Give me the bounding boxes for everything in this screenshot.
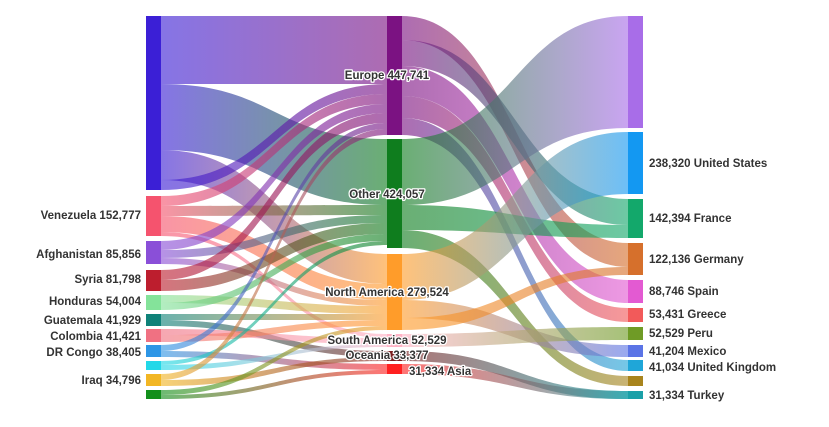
node-region-asia: [387, 364, 402, 374]
label-source-afghanistan: Afghanistan 85,856: [36, 249, 141, 261]
flow-iraq-to-oceania: [161, 357, 387, 386]
node-destination-mexico: [628, 345, 643, 357]
node-destination-spain: [628, 280, 643, 303]
sankey-nodes: [146, 16, 643, 399]
flow-colombia-to-south-america: [161, 329, 387, 344]
label-region-south-america: South America 52,529: [327, 335, 446, 347]
flow-unlabeled-to-other: [161, 84, 387, 205]
flow-guatemala-to-north-america: [161, 314, 387, 320]
label-source-syria: Syria 81,798: [74, 274, 141, 286]
flow-unlabeled-to-europe: [161, 84, 387, 190]
node-source-venezuela: [146, 196, 161, 236]
label-source-guatemala: Guatemala 41,929: [44, 315, 141, 327]
flow-unlabeled-to-north-america: [161, 326, 387, 395]
flow-syria-to-europe: [161, 113, 387, 280]
node-destination-united-kingdom: [628, 360, 643, 371]
label-source-iraq: Iraq 34,796: [82, 375, 141, 387]
label-region-north-america: North America 279,524: [325, 287, 449, 299]
flow-afghanistan-to-europe: [161, 104, 387, 250]
flow-colombia-to-north-america: [161, 320, 387, 342]
node-source-guatemala: [146, 314, 161, 326]
node-source-unlabeled: [146, 390, 161, 399]
node-destination-peru: [628, 327, 643, 340]
flow-unlabeled-to-north-america: [161, 150, 387, 284]
node-source-colombia: [146, 329, 161, 342]
label-destination-greece: 53,431 Greece: [649, 309, 726, 321]
label-destination-united-kingdom: 41,034 United Kingdom: [649, 362, 776, 374]
label-destination-germany: 122,136 Germany: [649, 254, 744, 266]
flow-afghanistan-to-north-america: [161, 258, 387, 306]
flow-dr-congo-to-europe: [161, 123, 387, 351]
sankey-labels: Venezuela 152,777 Afghanistan 85,856 Syria…: [36, 69, 776, 402]
flow-venezuela-to-other: [161, 205, 387, 216]
label-region-other: Other 424,057: [349, 189, 424, 201]
node-destination-united-states: [628, 132, 643, 194]
label-region-europe: Europe 447,741: [345, 70, 430, 82]
label-destination-mexico: 41,204 Mexico: [649, 346, 726, 358]
node-source-unlabeled: [146, 361, 161, 370]
flow-other-to-unlabeled: [402, 230, 628, 386]
label-source-colombia: Colombia 41,421: [50, 331, 141, 343]
flow-unlabeled-to-other: [161, 241, 387, 365]
flow-north-america-to-united-states: [402, 132, 628, 300]
node-region-europe: [387, 16, 402, 135]
flow-honduras-to-other: [161, 234, 387, 310]
label-region-asia: 31,334 Asia: [409, 366, 472, 378]
flow-iraq-to-europe: [161, 129, 387, 380]
flow-asia-to-turkey: [402, 364, 628, 399]
node-destination-turkey: [628, 391, 643, 399]
label-region-oceania: Oceania 33,377: [345, 350, 428, 362]
flow-unlabeled-to-south-america: [161, 344, 387, 370]
node-destination-unlabeled: [628, 376, 643, 386]
node-source-unlabeled: [146, 16, 161, 190]
node-region-oceania: [387, 351, 402, 361]
node-source-afghanistan: [146, 241, 161, 264]
node-destination-germany: [628, 243, 643, 275]
label-source-dr-congo: DR Congo 38,405: [46, 347, 141, 359]
node-source-honduras: [146, 295, 161, 310]
flow-europe-to-spain: [402, 66, 628, 303]
flow-north-america-to-germany: [402, 267, 628, 330]
node-region-other: [387, 139, 402, 248]
node-source-syria: [146, 270, 161, 291]
sankey-links: [161, 16, 628, 399]
node-source-dr-congo: [146, 345, 161, 357]
node-destination-unlabeled: [628, 16, 643, 128]
label-source-honduras: Honduras 54,004: [49, 296, 142, 308]
flow-oceania-to-turkey: [402, 351, 628, 399]
flow-unlabeled-to-europe: [161, 16, 387, 84]
node-destination-france: [628, 199, 643, 238]
label-source-venezuela: Venezuela 152,777: [41, 210, 141, 222]
flow-unlabeled-to-asia: [161, 370, 387, 399]
label-destination-spain: 88,746 Spain: [649, 286, 719, 298]
node-region-north-america: [387, 254, 402, 330]
label-destination-france: 142,394 France: [649, 213, 731, 225]
node-region-south-america: [387, 334, 402, 347]
node-source-iraq: [146, 374, 161, 386]
label-destination-turkey: 31,334 Turkey: [649, 390, 725, 402]
node-destination-greece: [628, 308, 643, 322]
label-destination-united-states: 238,320 United States: [649, 158, 767, 170]
flow-other-to-unlabeled: [402, 16, 628, 205]
flow-south-america-to-peru: [402, 327, 628, 347]
flow-venezuela-to-europe: [161, 94, 387, 206]
label-destination-peru: 52,529 Peru: [649, 328, 713, 340]
